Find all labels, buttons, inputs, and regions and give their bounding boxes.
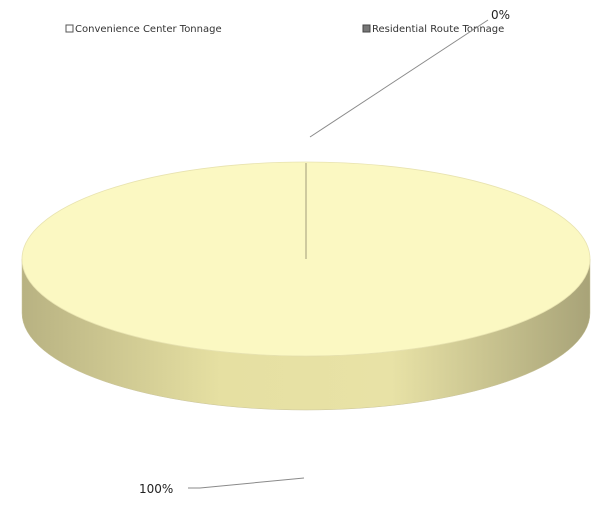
- legend-swatch-convenience-center: [65, 24, 74, 33]
- legend-item-residential-route: Residential Route Tonnage: [362, 24, 504, 35]
- legend-label-residential-route: Residential Route Tonnage: [372, 24, 504, 35]
- legend-label-convenience-center: Convenience Center Tonnage: [75, 24, 222, 35]
- legend-item-convenience-center: Convenience Center Tonnage: [65, 24, 222, 35]
- data-label-convenience-center: 100%: [139, 482, 173, 496]
- data-label-residential-route: 0%: [491, 8, 510, 22]
- leader-line-0-percent: [309, 19, 489, 138]
- leader-line-100-percent: [188, 477, 305, 489]
- legend: Convenience Center Tonnage Residential R…: [65, 24, 504, 35]
- legend-swatch-residential-route: [362, 24, 371, 33]
